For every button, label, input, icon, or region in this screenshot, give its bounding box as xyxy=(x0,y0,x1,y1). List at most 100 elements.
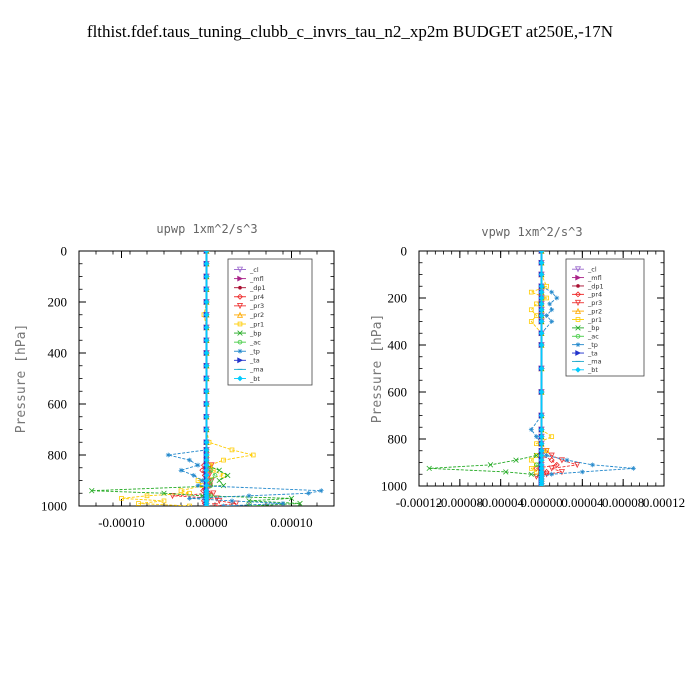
upwp-series-point-bt xyxy=(203,350,210,356)
vpwp-series-point-bt xyxy=(538,433,545,440)
vpwp-legend-label: _bp xyxy=(587,324,600,332)
upwp-series-point-pr1 xyxy=(178,488,184,494)
upwp-legend-marker xyxy=(237,339,243,345)
upwp-series-point-tp xyxy=(195,483,201,488)
vpwp-series-point-bt xyxy=(538,483,545,486)
upwp-series-point-bt xyxy=(203,426,210,433)
vpwp-legend-label: _pr3 xyxy=(587,299,602,307)
vpwp-series-point-tp xyxy=(549,319,555,324)
vpwp-series-point-bt xyxy=(538,330,545,337)
vpwp-series-point-pr4 xyxy=(543,468,550,475)
upwp-y-axis-label: Pressure [hPa] xyxy=(14,324,29,434)
upwp-panel-title: upwp 1xm^2/s^3 xyxy=(156,222,257,236)
vpwp-legend-marker xyxy=(574,307,582,314)
vpwp-legend-marker xyxy=(575,325,581,331)
vpwp-series-point-tp xyxy=(549,471,555,477)
vpwp-legend-label: _bt xyxy=(587,366,598,374)
vpwp-x-tick-label: -0.00008 xyxy=(437,495,484,510)
vpwp-series-point-pr4 xyxy=(533,465,540,472)
upwp-series-point-bp xyxy=(225,472,231,479)
vpwp-x-tick-label: 0.00008 xyxy=(602,495,644,510)
vpwp-series-point-pr3 xyxy=(543,447,550,455)
upwp-legend-marker xyxy=(237,321,243,327)
vpwp-series-point-tp xyxy=(554,295,560,301)
vpwp-series-point-bt xyxy=(538,301,545,307)
upwp-series-point-bt xyxy=(203,362,210,369)
vpwp-y-tick-label: 200 xyxy=(388,291,408,306)
upwp-series-point-tp xyxy=(195,462,201,468)
vpwp-series-point-pr1 xyxy=(544,295,549,301)
upwp-y-tick-label: 0 xyxy=(61,244,68,259)
upwp-series-point-tp xyxy=(306,490,311,496)
vpwp-legend-label: _tp xyxy=(587,341,598,349)
upwp-legend-label: _cl xyxy=(249,266,259,274)
upwp-y-tick-label: 800 xyxy=(48,448,68,463)
vpwp-y-axis-label: Pressure [hPa] xyxy=(370,314,385,424)
vpwp-series-point-bt xyxy=(538,251,545,254)
vpwp-series-point-pr1 xyxy=(534,301,539,307)
vpwp-plot-area xyxy=(426,251,636,486)
upwp-series-point-bp xyxy=(297,500,303,506)
upwp-legend-label: _ac xyxy=(249,338,261,346)
upwp-plot-area xyxy=(89,251,324,506)
upwp-series-point-pr1 xyxy=(221,457,226,463)
upwp-legend-marker xyxy=(238,285,242,290)
upwp-series-point-tp xyxy=(280,501,286,506)
upwp-series-point-pr1 xyxy=(221,473,226,478)
vpwp-series-point-tp xyxy=(579,469,585,475)
upwp-series-point-bp xyxy=(246,498,252,504)
vpwp-series-point-tp xyxy=(528,427,534,432)
upwp-series-point-tp xyxy=(178,467,184,473)
upwp-series-point-bt xyxy=(203,251,210,254)
vpwp-legend-marker xyxy=(576,284,580,288)
upwp-series-point-bp xyxy=(216,467,222,473)
vpwp-series-point-pr4 xyxy=(548,457,555,464)
vpwp-legend-marker xyxy=(575,350,582,356)
upwp-legend-label: _ta xyxy=(249,357,260,365)
vpwp-series-point-tp xyxy=(544,453,550,458)
upwp-series-point-pr1 xyxy=(229,447,235,453)
upwp-legend-marker xyxy=(237,293,243,300)
vpwp-series-point-ac xyxy=(534,462,539,468)
upwp-series-point-bt xyxy=(203,439,210,446)
upwp-series-point-pr3 xyxy=(208,462,215,469)
upwp-series-point-tp xyxy=(187,495,192,501)
vpwp-series-point-bt xyxy=(538,312,545,319)
upwp-series-point-bt xyxy=(203,401,210,407)
upwp-legend-marker xyxy=(237,375,243,382)
upwp-legend-label: _pr2 xyxy=(249,311,264,319)
vpwp-series-point-pr1 xyxy=(528,457,534,463)
upwp-series-point-tp xyxy=(165,452,171,458)
upwp-y-tick-label: 600 xyxy=(48,397,68,412)
upwp-series-point-bt xyxy=(203,311,210,318)
upwp-legend-marker xyxy=(237,357,244,364)
upwp-legend-label: _pr4 xyxy=(249,293,264,301)
vpwp-series-point-bt xyxy=(538,342,545,348)
vpwp-series-point-pr3 xyxy=(558,457,565,464)
upwp-series-point-bt xyxy=(203,286,210,293)
upwp-series-point-tp xyxy=(246,493,252,499)
upwp-legend-label: _ma xyxy=(249,366,264,374)
upwp-legend-label: _mfl xyxy=(249,275,264,283)
vpwp-series-point-pr3 xyxy=(548,465,555,472)
upwp-series-point-pr1 xyxy=(119,496,124,501)
upwp-legend-label: _pr1 xyxy=(249,320,264,328)
vpwp-series-point-pr1 xyxy=(528,307,534,313)
vpwp-series-point-pr1 xyxy=(544,448,549,454)
vpwp-legend-marker xyxy=(575,333,581,339)
vpwp-series-point-pr1 xyxy=(534,313,539,318)
upwp-series-point-tp xyxy=(199,478,205,483)
vpwp-series-point-bt xyxy=(538,440,545,447)
vpwp-series-point-tp xyxy=(590,462,595,468)
upwp-series-point-ac xyxy=(212,473,218,478)
vpwp-series-point-pr3 xyxy=(548,452,555,459)
upwp-series-point-bp xyxy=(216,477,222,484)
vpwp-series-point-bp xyxy=(528,471,534,477)
vpwp-series-point-tp xyxy=(547,301,553,307)
vpwp-legend-marker xyxy=(574,299,582,307)
upwp-legend-marker xyxy=(236,311,244,318)
upwp-y-tick-label: 400 xyxy=(48,346,68,361)
vpwp-series-point-bp xyxy=(533,452,540,459)
upwp-series-point-pr3 xyxy=(169,493,176,500)
vpwp-legend-label: _pr2 xyxy=(587,307,602,315)
